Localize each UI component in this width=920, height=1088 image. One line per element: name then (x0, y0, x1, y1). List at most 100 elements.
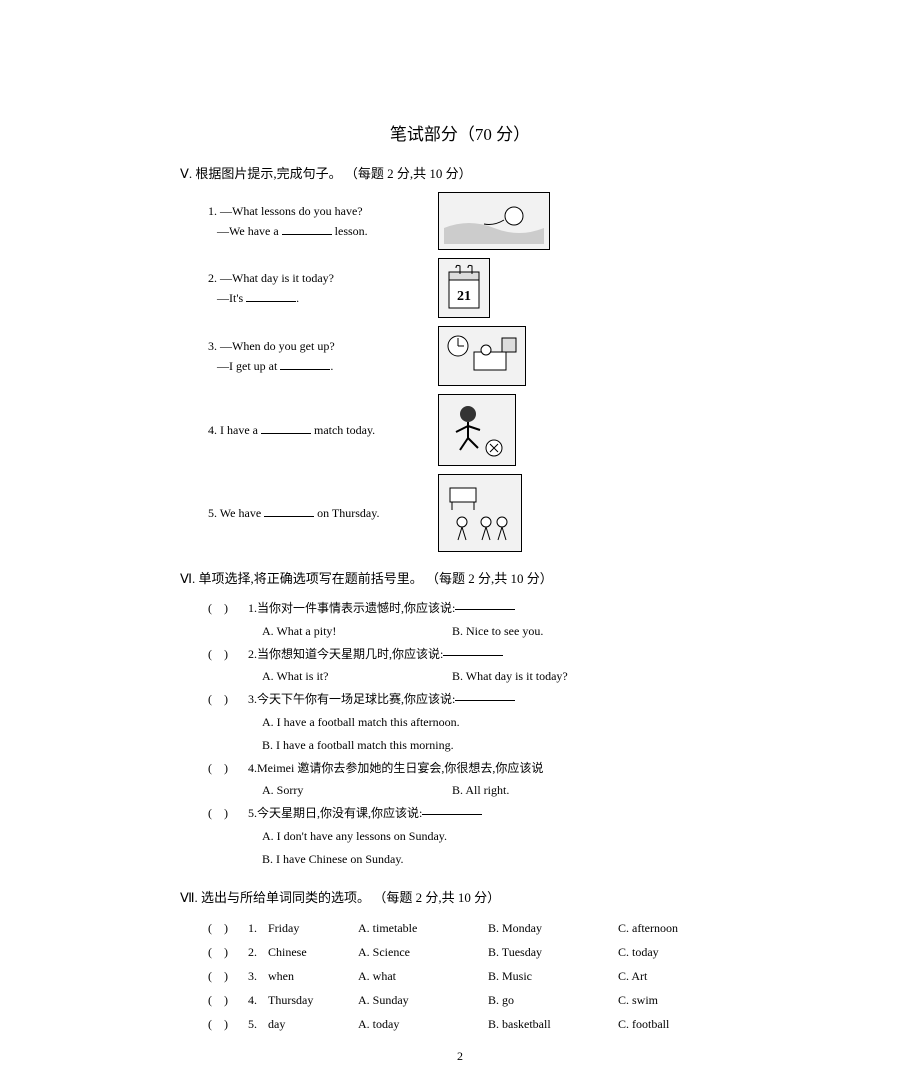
mc-blank[interactable] (455, 688, 515, 701)
answer-paren[interactable]: ( ) (208, 964, 248, 988)
vocab-row-5: ( )5.dayA. todayB. basketballC. football (208, 1012, 740, 1036)
mc-question-4: ( )4. Meimei 邀请你去参加她的生日宴会,你很想去,你应该说 (208, 757, 740, 780)
vocab-opt-c: C. today (618, 940, 659, 964)
vocab-opt-b: B. Music (488, 964, 618, 988)
vocab-word: day (268, 1012, 358, 1036)
mc-blank[interactable] (443, 643, 503, 656)
q5-text: 5. We have on Thursday. (208, 503, 438, 523)
q5-line1-post: on Thursday. (314, 506, 379, 520)
mc-question-1: ( )1. 当你对一件事情表示遗憾时,你应该说: (208, 597, 740, 620)
q1-num: 1. (208, 204, 217, 218)
q4-num: 4. (208, 423, 217, 437)
section-vi-questions: ( )1. 当你对一件事情表示遗憾时,你应该说:A. What a pity!B… (208, 597, 740, 871)
mc-option-a: A. What a pity! (262, 620, 452, 643)
vocab-word: Chinese (268, 940, 358, 964)
q4-row: 4. I have a match today. (208, 394, 740, 466)
vocab-row-3: ( )3.whenA. whatB. MusicC. Art (208, 964, 740, 988)
q4-line1-pre: I have a (220, 423, 261, 437)
section-v-heading: Ⅴ. 根据图片提示,完成句子。 （每题 2 分,共 10 分） (180, 163, 740, 182)
section-v-score: （每题 2 分,共 10 分） (345, 166, 472, 181)
q2-image: 21 (438, 258, 490, 318)
q1-line2-pre: —We have a (217, 224, 282, 238)
q4-blank[interactable] (261, 421, 311, 434)
vocab-opt-a: A. Sunday (358, 988, 488, 1012)
answer-paren[interactable]: ( ) (208, 597, 248, 620)
answer-paren[interactable]: ( ) (208, 757, 248, 780)
vocab-opt-b: B. Monday (488, 916, 618, 940)
vocab-opt-c: C. swim (618, 988, 658, 1012)
mc-stem: Meimei 邀请你去参加她的生日宴会,你很想去,你应该说 (257, 757, 543, 780)
svg-text:21: 21 (457, 289, 471, 304)
q5-row: 5. We have on Thursday. (208, 474, 740, 552)
q1-line2-post: lesson. (332, 224, 368, 238)
answer-paren[interactable]: ( ) (208, 988, 248, 1012)
mc-stem: 今天下午你有一场足球比赛,你应该说: (257, 688, 455, 711)
answer-paren[interactable]: ( ) (208, 802, 248, 825)
q4-line1-post: match today. (311, 423, 375, 437)
mc-options: A. SorryB. All right. (208, 779, 740, 802)
section-vii-rows: ( )1.FridayA. timetableB. MondayC. after… (180, 916, 740, 1036)
mc-stem: 当你想知道今天星期几时,你应该说: (257, 643, 443, 666)
mc-blank[interactable] (422, 802, 482, 815)
mc-options: A. What is it?B. What day is it today? (208, 665, 740, 688)
vocab-word: Friday (268, 916, 358, 940)
answer-paren[interactable]: ( ) (208, 1012, 248, 1036)
q5-num: 5. (208, 506, 217, 520)
vocab-opt-a: A. today (358, 1012, 488, 1036)
mc-num: 1. (248, 597, 257, 620)
mc-options: A. What a pity!B. Nice to see you. (208, 620, 740, 643)
q3-line1: —When do you get up? (220, 339, 335, 353)
q1-blank[interactable] (282, 222, 332, 235)
mc-num: 3. (248, 688, 257, 711)
vocab-num: 1. (248, 916, 268, 940)
page-content: 笔试部分（70 分） Ⅴ. 根据图片提示,完成句子。 （每题 2 分,共 10 … (0, 0, 920, 1036)
mc-stem: 今天星期日,你没有课,你应该说: (257, 802, 422, 825)
vocab-num: 5. (248, 1012, 268, 1036)
q2-blank[interactable] (246, 289, 296, 302)
q5-line1-pre: We have (220, 506, 264, 520)
section-vi-score: （每题 2 分,共 10 分） (426, 571, 553, 586)
page-number: 2 (0, 1049, 920, 1064)
q1-row: 1. —What lessons do you have? —We have a… (208, 192, 740, 250)
answer-paren[interactable]: ( ) (208, 916, 248, 940)
mc-num: 2. (248, 643, 257, 666)
q3-row: 3. —When do you get up? —I get up at . (208, 326, 740, 386)
q2-row: 2. —What day is it today? —It's . 21 (208, 258, 740, 318)
mc-option-a: A. I don't have any lessons on Sunday. (208, 825, 740, 848)
q3-line2-post: . (330, 359, 333, 373)
mc-option-b: B. What day is it today? (452, 665, 568, 688)
section-vii-prefix: Ⅶ. 选出与所给单词同类的选项。 (180, 890, 370, 905)
mc-question-5: ( )5. 今天星期日,你没有课,你应该说: (208, 802, 740, 825)
q1-text: 1. —What lessons do you have? —We have a… (208, 201, 438, 242)
mc-option-a: A. Sorry (262, 779, 452, 802)
mc-option-a: A. I have a football match this afternoo… (208, 711, 740, 734)
section-vii-score: （每题 2 分,共 10 分） (373, 890, 500, 905)
q3-blank[interactable] (280, 357, 330, 370)
mc-blank[interactable] (455, 597, 515, 610)
vocab-opt-b: B. Tuesday (488, 940, 618, 964)
answer-paren[interactable]: ( ) (208, 688, 248, 711)
q2-line2-pre: —It's (217, 291, 246, 305)
answer-paren[interactable]: ( ) (208, 643, 248, 666)
q2-num: 2. (208, 271, 217, 285)
section-vii-heading: Ⅶ. 选出与所给单词同类的选项。 （每题 2 分,共 10 分） (180, 887, 740, 906)
q4-text: 4. I have a match today. (208, 420, 438, 440)
vocab-opt-a: A. Science (358, 940, 488, 964)
vocab-row-4: ( )4.ThursdayA. SundayB. goC. swim (208, 988, 740, 1012)
vocab-opt-c: C. afternoon (618, 916, 678, 940)
mc-num: 5. (248, 802, 257, 825)
answer-paren[interactable]: ( ) (208, 940, 248, 964)
q2-text: 2. —What day is it today? —It's . (208, 268, 438, 309)
q2-line2-post: . (296, 291, 299, 305)
vocab-word: when (268, 964, 358, 988)
vocab-opt-a: A. timetable (358, 916, 488, 940)
section-vi: Ⅵ. 单项选择,将正确选项写在题前括号里。 （每题 2 分,共 10 分） ( … (180, 568, 740, 871)
main-title: 笔试部分（70 分） (180, 120, 740, 145)
vocab-opt-a: A. what (358, 964, 488, 988)
mc-question-3: ( )3. 今天下午你有一场足球比赛,你应该说: (208, 688, 740, 711)
vocab-num: 3. (248, 964, 268, 988)
vocab-opt-b: B. basketball (488, 1012, 618, 1036)
section-vi-heading: Ⅵ. 单项选择,将正确选项写在题前括号里。 （每题 2 分,共 10 分） (180, 568, 740, 587)
q3-num: 3. (208, 339, 217, 353)
q5-blank[interactable] (264, 504, 314, 517)
